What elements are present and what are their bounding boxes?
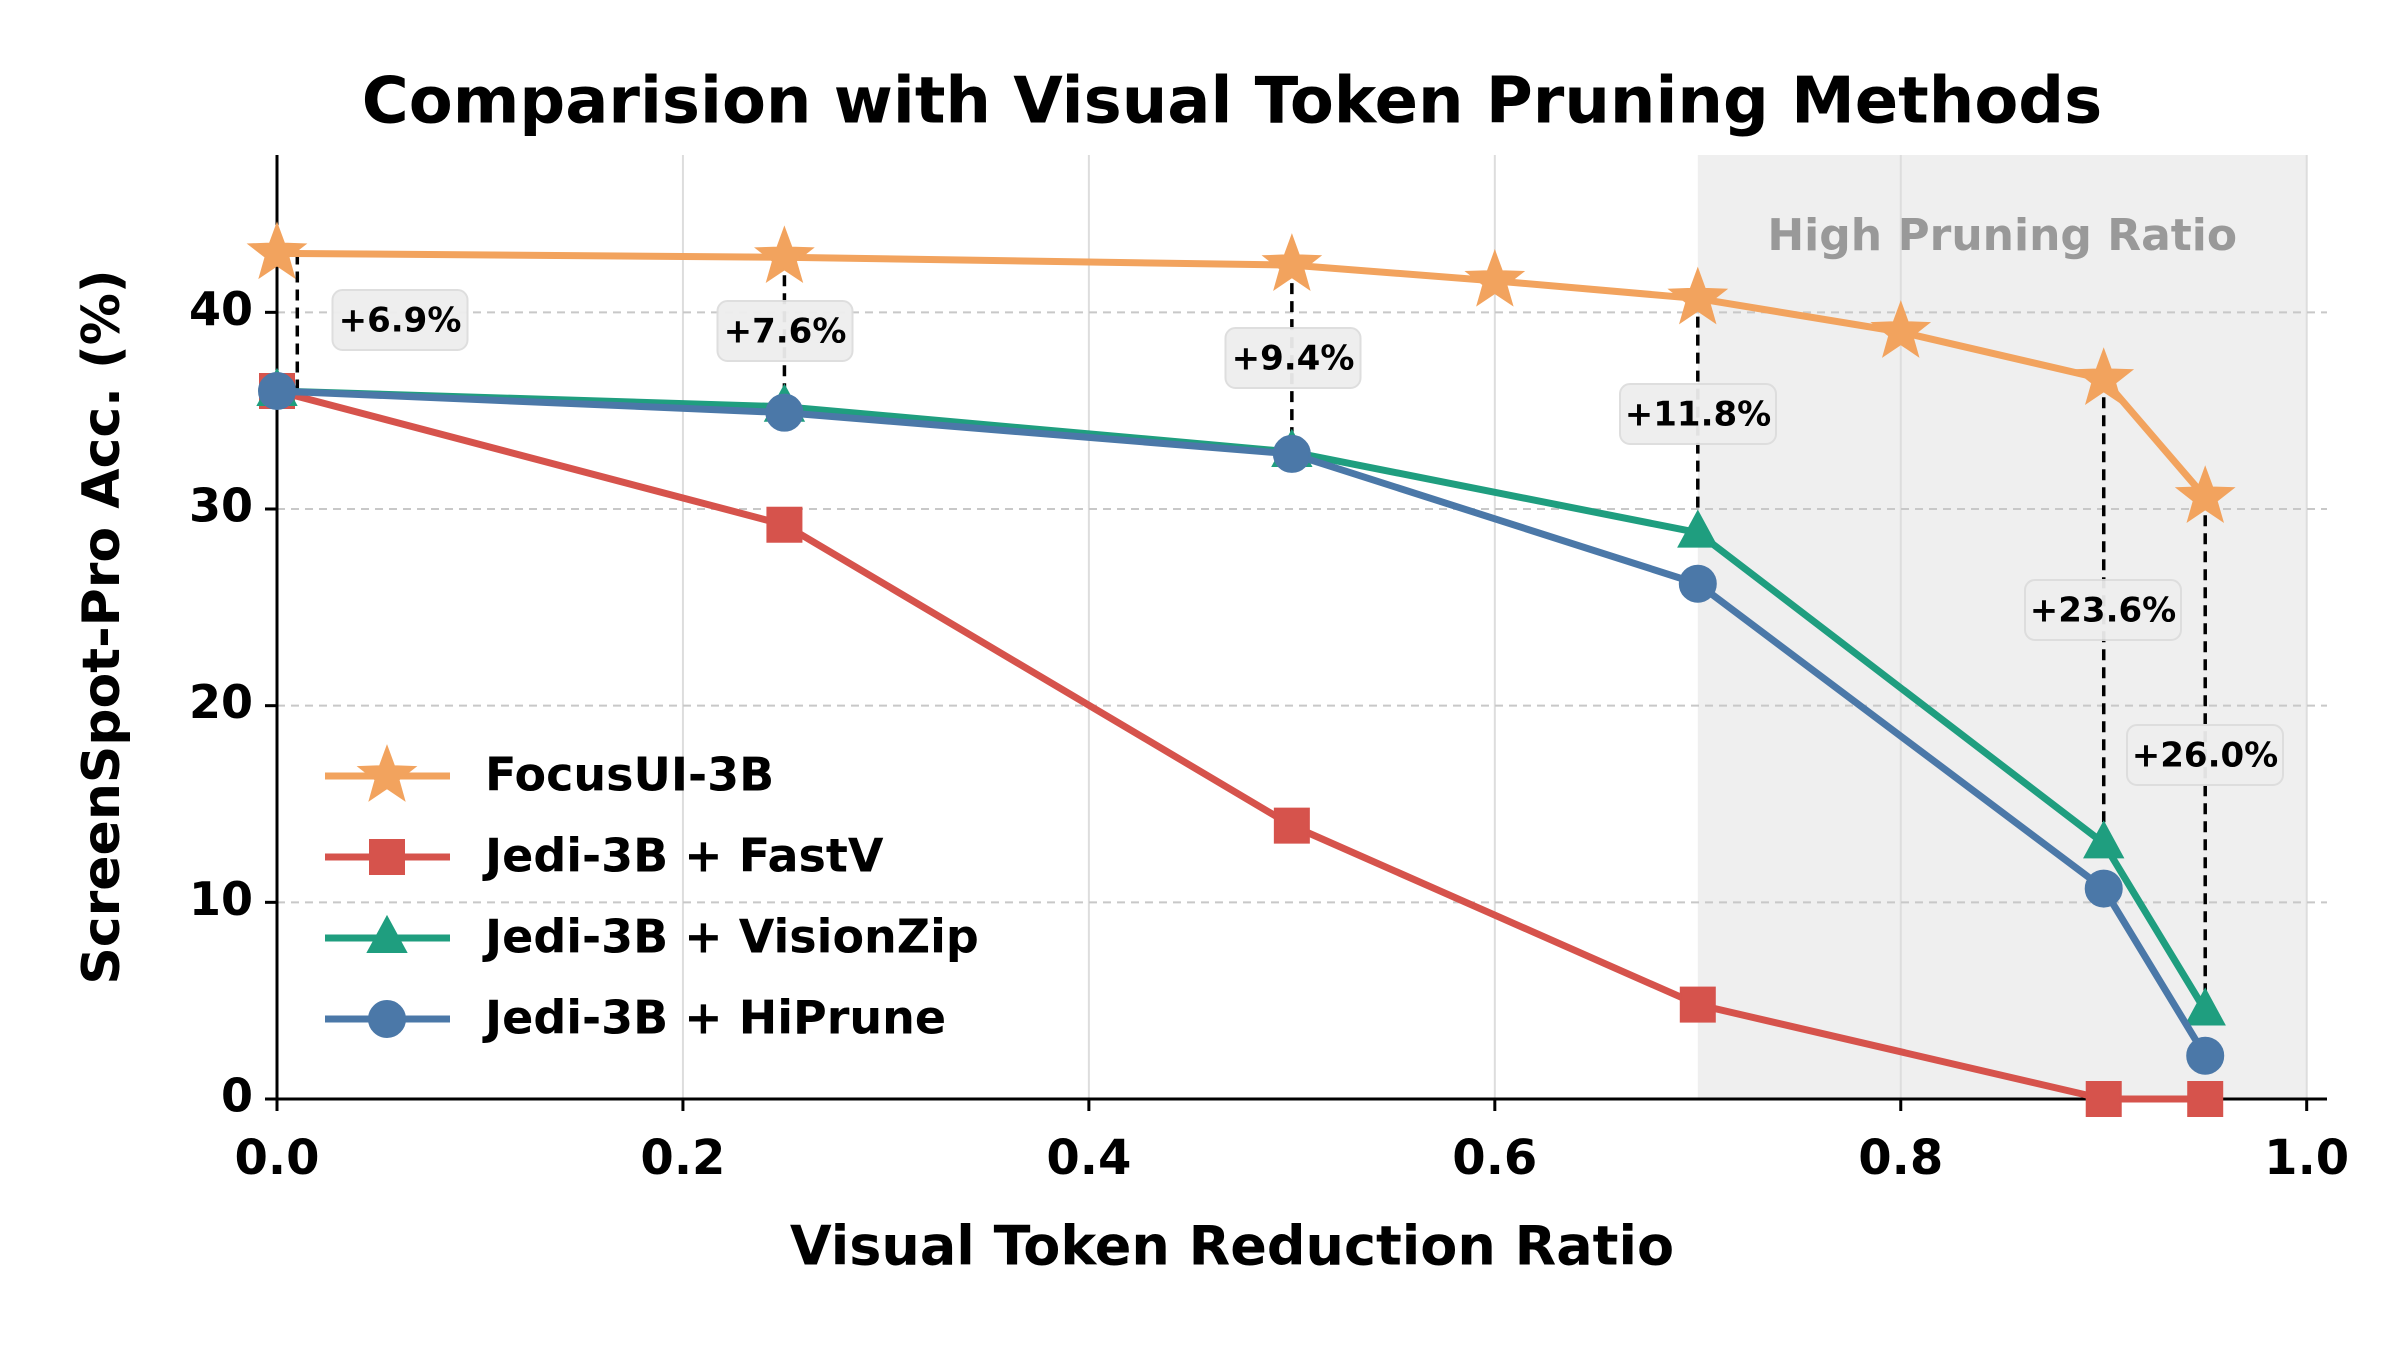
- star-marker: [1464, 248, 1526, 307]
- star-marker: [1667, 266, 1729, 325]
- square-marker: [1273, 807, 1310, 844]
- star-marker: [1870, 300, 1932, 358]
- series-line: [276, 387, 2209, 1013]
- annotation-label: +6.9%: [339, 301, 462, 341]
- annotation-box: [716, 300, 854, 362]
- annotation-box: [1224, 327, 1362, 389]
- circle-marker: [1272, 434, 1311, 473]
- circle-marker: [368, 1000, 406, 1038]
- circle-marker: [2186, 1036, 2225, 1075]
- y-tick-label: 40: [189, 282, 253, 336]
- square-marker: [2085, 1081, 2122, 1117]
- y-tick-label: 20: [189, 675, 253, 729]
- legend-label: Jedi-3B + HiPrune: [482, 991, 946, 1045]
- circle-marker: [765, 393, 804, 432]
- legend-label: Jedi-3B + FastV: [482, 829, 884, 883]
- y-tick-label: 0: [221, 1069, 253, 1123]
- triangle-marker: [2184, 987, 2226, 1026]
- star-marker: [2073, 347, 2135, 406]
- square-marker: [369, 839, 405, 875]
- chart-title: Comparision with Visual Token Pruning Me…: [362, 65, 2102, 139]
- square-marker: [1679, 986, 1716, 1023]
- x-axis-label: Visual Token Reduction Ratio: [790, 1215, 1674, 1278]
- circle-marker: [2084, 869, 2123, 908]
- star-marker: [1261, 233, 1323, 291]
- x-tick-label: 0.0: [234, 1130, 319, 1186]
- y-axis-label: ScreenSpot-Pro Acc. (%): [72, 269, 132, 984]
- x-tick-label: 1.0: [2264, 1130, 2349, 1186]
- y-tick-label: 30: [189, 479, 253, 533]
- shaded-region: [1697, 155, 2307, 1099]
- series-line: [276, 249, 2208, 500]
- y-tick-label: 10: [189, 872, 253, 926]
- square-marker: [766, 506, 803, 543]
- legend-label: Jedi-3B + VisionZip: [482, 910, 979, 964]
- annotation-box: [331, 289, 469, 351]
- annotation-label: +23.6%: [2030, 591, 2176, 631]
- x-tick-label: 0.6: [1452, 1130, 1537, 1186]
- triangle-marker: [2083, 820, 2125, 859]
- triangle-marker: [366, 914, 408, 953]
- triangle-marker: [1677, 509, 1719, 548]
- legend-label: FocusUI-3B: [485, 748, 774, 802]
- annotation-label: +9.4%: [1232, 339, 1355, 379]
- annotation-box: [2024, 579, 2182, 641]
- star-marker: [2174, 465, 2236, 524]
- star-marker: [246, 221, 308, 280]
- annotation-box: [2126, 724, 2284, 786]
- circle-marker: [258, 372, 296, 410]
- series-line: [276, 387, 2209, 1058]
- square-marker: [2187, 1081, 2224, 1117]
- x-tick-label: 0.8: [1858, 1130, 1943, 1186]
- x-tick-label: 0.4: [1046, 1130, 1131, 1186]
- x-tick-label: 0.2: [640, 1130, 725, 1186]
- circle-marker: [1678, 564, 1717, 603]
- annotation-label: +26.0%: [2132, 736, 2278, 776]
- annotation-label: +7.6%: [724, 312, 847, 352]
- annotation-box: [1619, 383, 1777, 445]
- shaded-region-label: High Pruning Ratio: [1767, 210, 2237, 261]
- star-marker: [754, 225, 815, 284]
- star-marker: [356, 744, 418, 802]
- annotation-label: +11.8%: [1625, 395, 1771, 435]
